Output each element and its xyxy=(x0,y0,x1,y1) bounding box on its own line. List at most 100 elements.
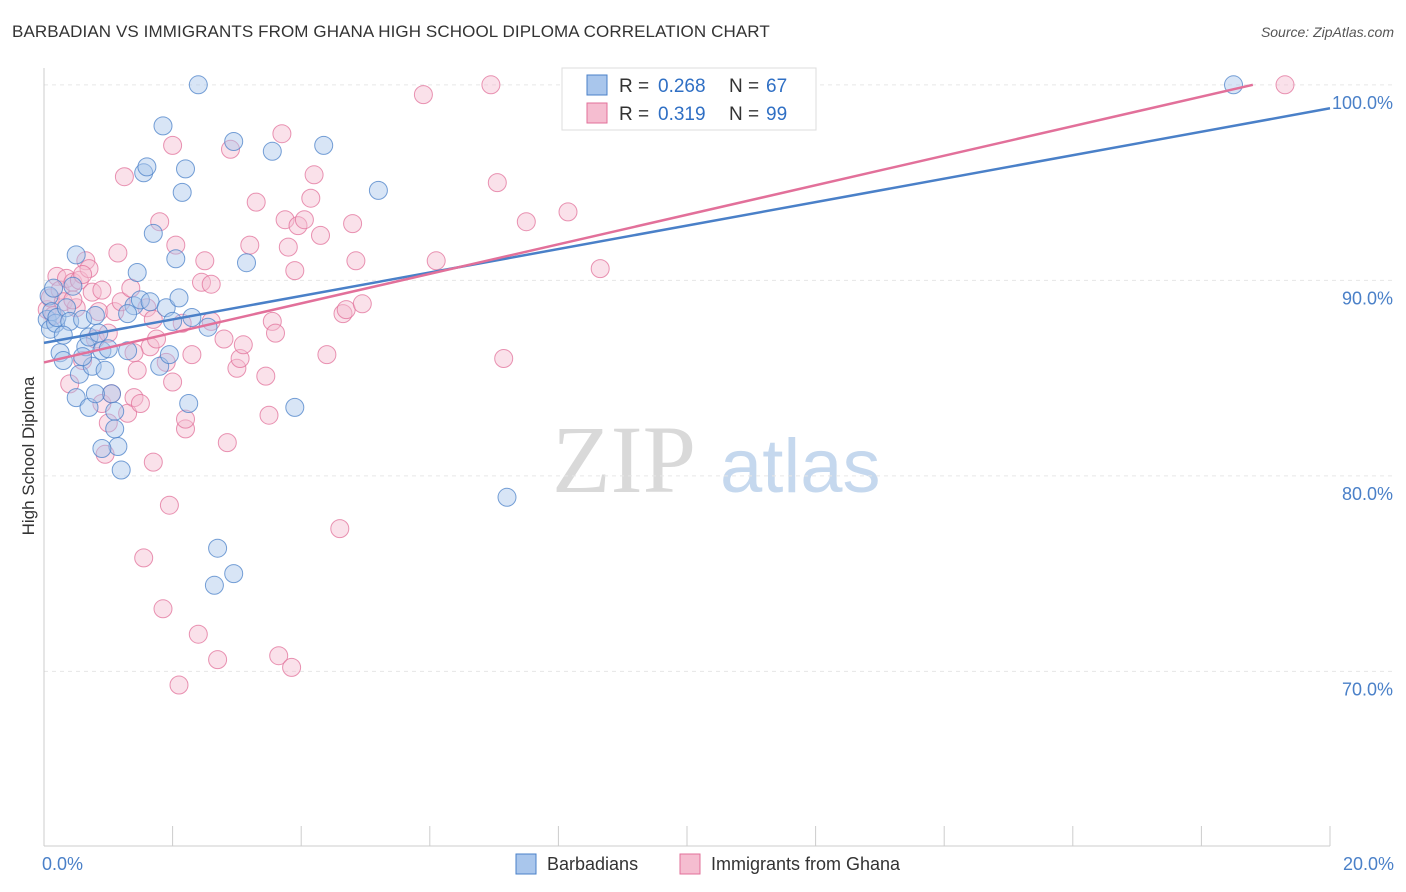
point-ghana xyxy=(352,294,372,314)
point-barbadians xyxy=(118,341,138,361)
point-barbadians xyxy=(85,306,105,325)
point-barbadians xyxy=(169,288,189,308)
point-barbadians xyxy=(108,437,128,456)
point-ghana xyxy=(153,599,173,619)
point-ghana xyxy=(188,624,208,644)
y-tick-label-100: 100.0% xyxy=(1332,93,1393,113)
point-ghana xyxy=(201,274,221,294)
chart-title: BARBADIAN VS IMMIGRANTS FROM GHANA HIGH … xyxy=(12,22,770,41)
point-ghana xyxy=(214,329,234,349)
series-immigrants-from-ghana xyxy=(37,75,1295,695)
point-ghana xyxy=(82,282,102,302)
point-barbadians xyxy=(47,308,67,327)
point-ghana xyxy=(1275,75,1295,95)
legend-r-value-barbadians: 0.268 xyxy=(658,76,706,97)
point-ghana xyxy=(176,409,195,429)
legend-r-value-ghana: 0.319 xyxy=(658,104,706,125)
point-barbadians xyxy=(153,116,173,136)
bottom-legend: Barbadians Immigrants from Ghana xyxy=(515,853,901,875)
y-tick-labels: 70.0% 80.0% 90.0% 100.0% xyxy=(1332,93,1393,700)
point-barbadians xyxy=(95,360,115,380)
point-barbadians xyxy=(111,460,131,480)
point-ghana xyxy=(208,650,228,670)
legend-r-label-barbadians: R = xyxy=(619,76,649,97)
point-ghana xyxy=(285,261,305,281)
point-barbadians xyxy=(368,180,388,200)
legend-swatch-ghana xyxy=(586,102,608,124)
point-barbadians xyxy=(92,439,112,458)
point-ghana xyxy=(346,251,366,271)
point-ghana xyxy=(269,646,289,666)
bottom-legend-label-ghana: Immigrants from Ghana xyxy=(711,854,901,874)
y-tick-label-70: 70.0% xyxy=(1342,679,1393,699)
point-barbadians xyxy=(140,292,160,312)
point-ghana xyxy=(516,212,536,232)
legend-n-value-barbadians: 67 xyxy=(766,76,787,97)
trend-lines xyxy=(43,83,1331,364)
watermark-zip: ZIP xyxy=(552,406,696,513)
point-ghana xyxy=(317,345,337,365)
point-barbadians xyxy=(166,249,186,269)
gridlines xyxy=(44,84,1392,672)
point-ghana xyxy=(336,300,356,320)
trend-line-ghana xyxy=(43,83,1254,364)
point-barbadians xyxy=(314,135,334,155)
point-ghana xyxy=(134,548,154,568)
series-barbadians xyxy=(37,75,1243,595)
legend-n-label-ghana: N = xyxy=(729,104,759,125)
point-ghana xyxy=(487,173,507,193)
point-barbadians xyxy=(63,276,83,296)
point-ghana xyxy=(114,167,134,187)
point-ghana xyxy=(163,135,183,155)
point-ghana xyxy=(63,290,83,310)
point-barbadians xyxy=(179,394,199,413)
bottom-legend-label-barbadians: Barbadians xyxy=(547,854,638,874)
point-barbadians xyxy=(82,356,102,376)
point-barbadians xyxy=(224,132,244,151)
point-ghana xyxy=(92,280,112,300)
point-ghana xyxy=(558,202,578,222)
point-ghana xyxy=(266,323,285,343)
point-barbadians xyxy=(46,313,66,333)
point-barbadians xyxy=(66,245,86,265)
point-barbadians xyxy=(105,401,125,421)
point-barbadians xyxy=(176,159,195,179)
point-ghana xyxy=(311,225,330,245)
point-ghana xyxy=(304,165,324,185)
point-barbadians xyxy=(137,157,157,177)
point-ghana xyxy=(301,188,321,208)
point-barbadians xyxy=(66,388,86,408)
point-ghana xyxy=(182,345,202,365)
point-barbadians xyxy=(118,304,138,324)
point-ghana xyxy=(192,272,211,292)
point-barbadians xyxy=(262,141,282,161)
point-ghana xyxy=(294,210,314,230)
point-barbadians xyxy=(134,163,154,183)
y-tick-label-80: 80.0% xyxy=(1342,484,1393,504)
point-ghana xyxy=(240,235,260,255)
watermark-atlas: atlas xyxy=(720,424,881,509)
point-barbadians xyxy=(188,75,208,95)
point-ghana xyxy=(413,85,433,105)
trend-line-barbadians xyxy=(43,107,1331,345)
point-ghana xyxy=(111,292,131,312)
point-ghana xyxy=(143,452,163,472)
point-ghana xyxy=(89,302,109,322)
point-barbadians xyxy=(42,302,62,322)
point-ghana xyxy=(590,259,610,279)
point-barbadians xyxy=(285,397,305,417)
point-barbadians xyxy=(224,564,244,584)
point-barbadians xyxy=(172,182,192,202)
point-ghana xyxy=(343,214,363,234)
point-ghana xyxy=(278,237,298,257)
point-barbadians xyxy=(127,263,147,282)
point-ghana xyxy=(330,519,350,539)
point-ghana xyxy=(221,139,240,159)
point-barbadians xyxy=(130,290,150,310)
point-ghana xyxy=(272,124,292,144)
point-ghana xyxy=(282,657,302,677)
point-barbadians xyxy=(208,538,228,558)
point-ghana xyxy=(169,675,189,695)
y-axis-label: High School Diploma xyxy=(19,376,38,535)
